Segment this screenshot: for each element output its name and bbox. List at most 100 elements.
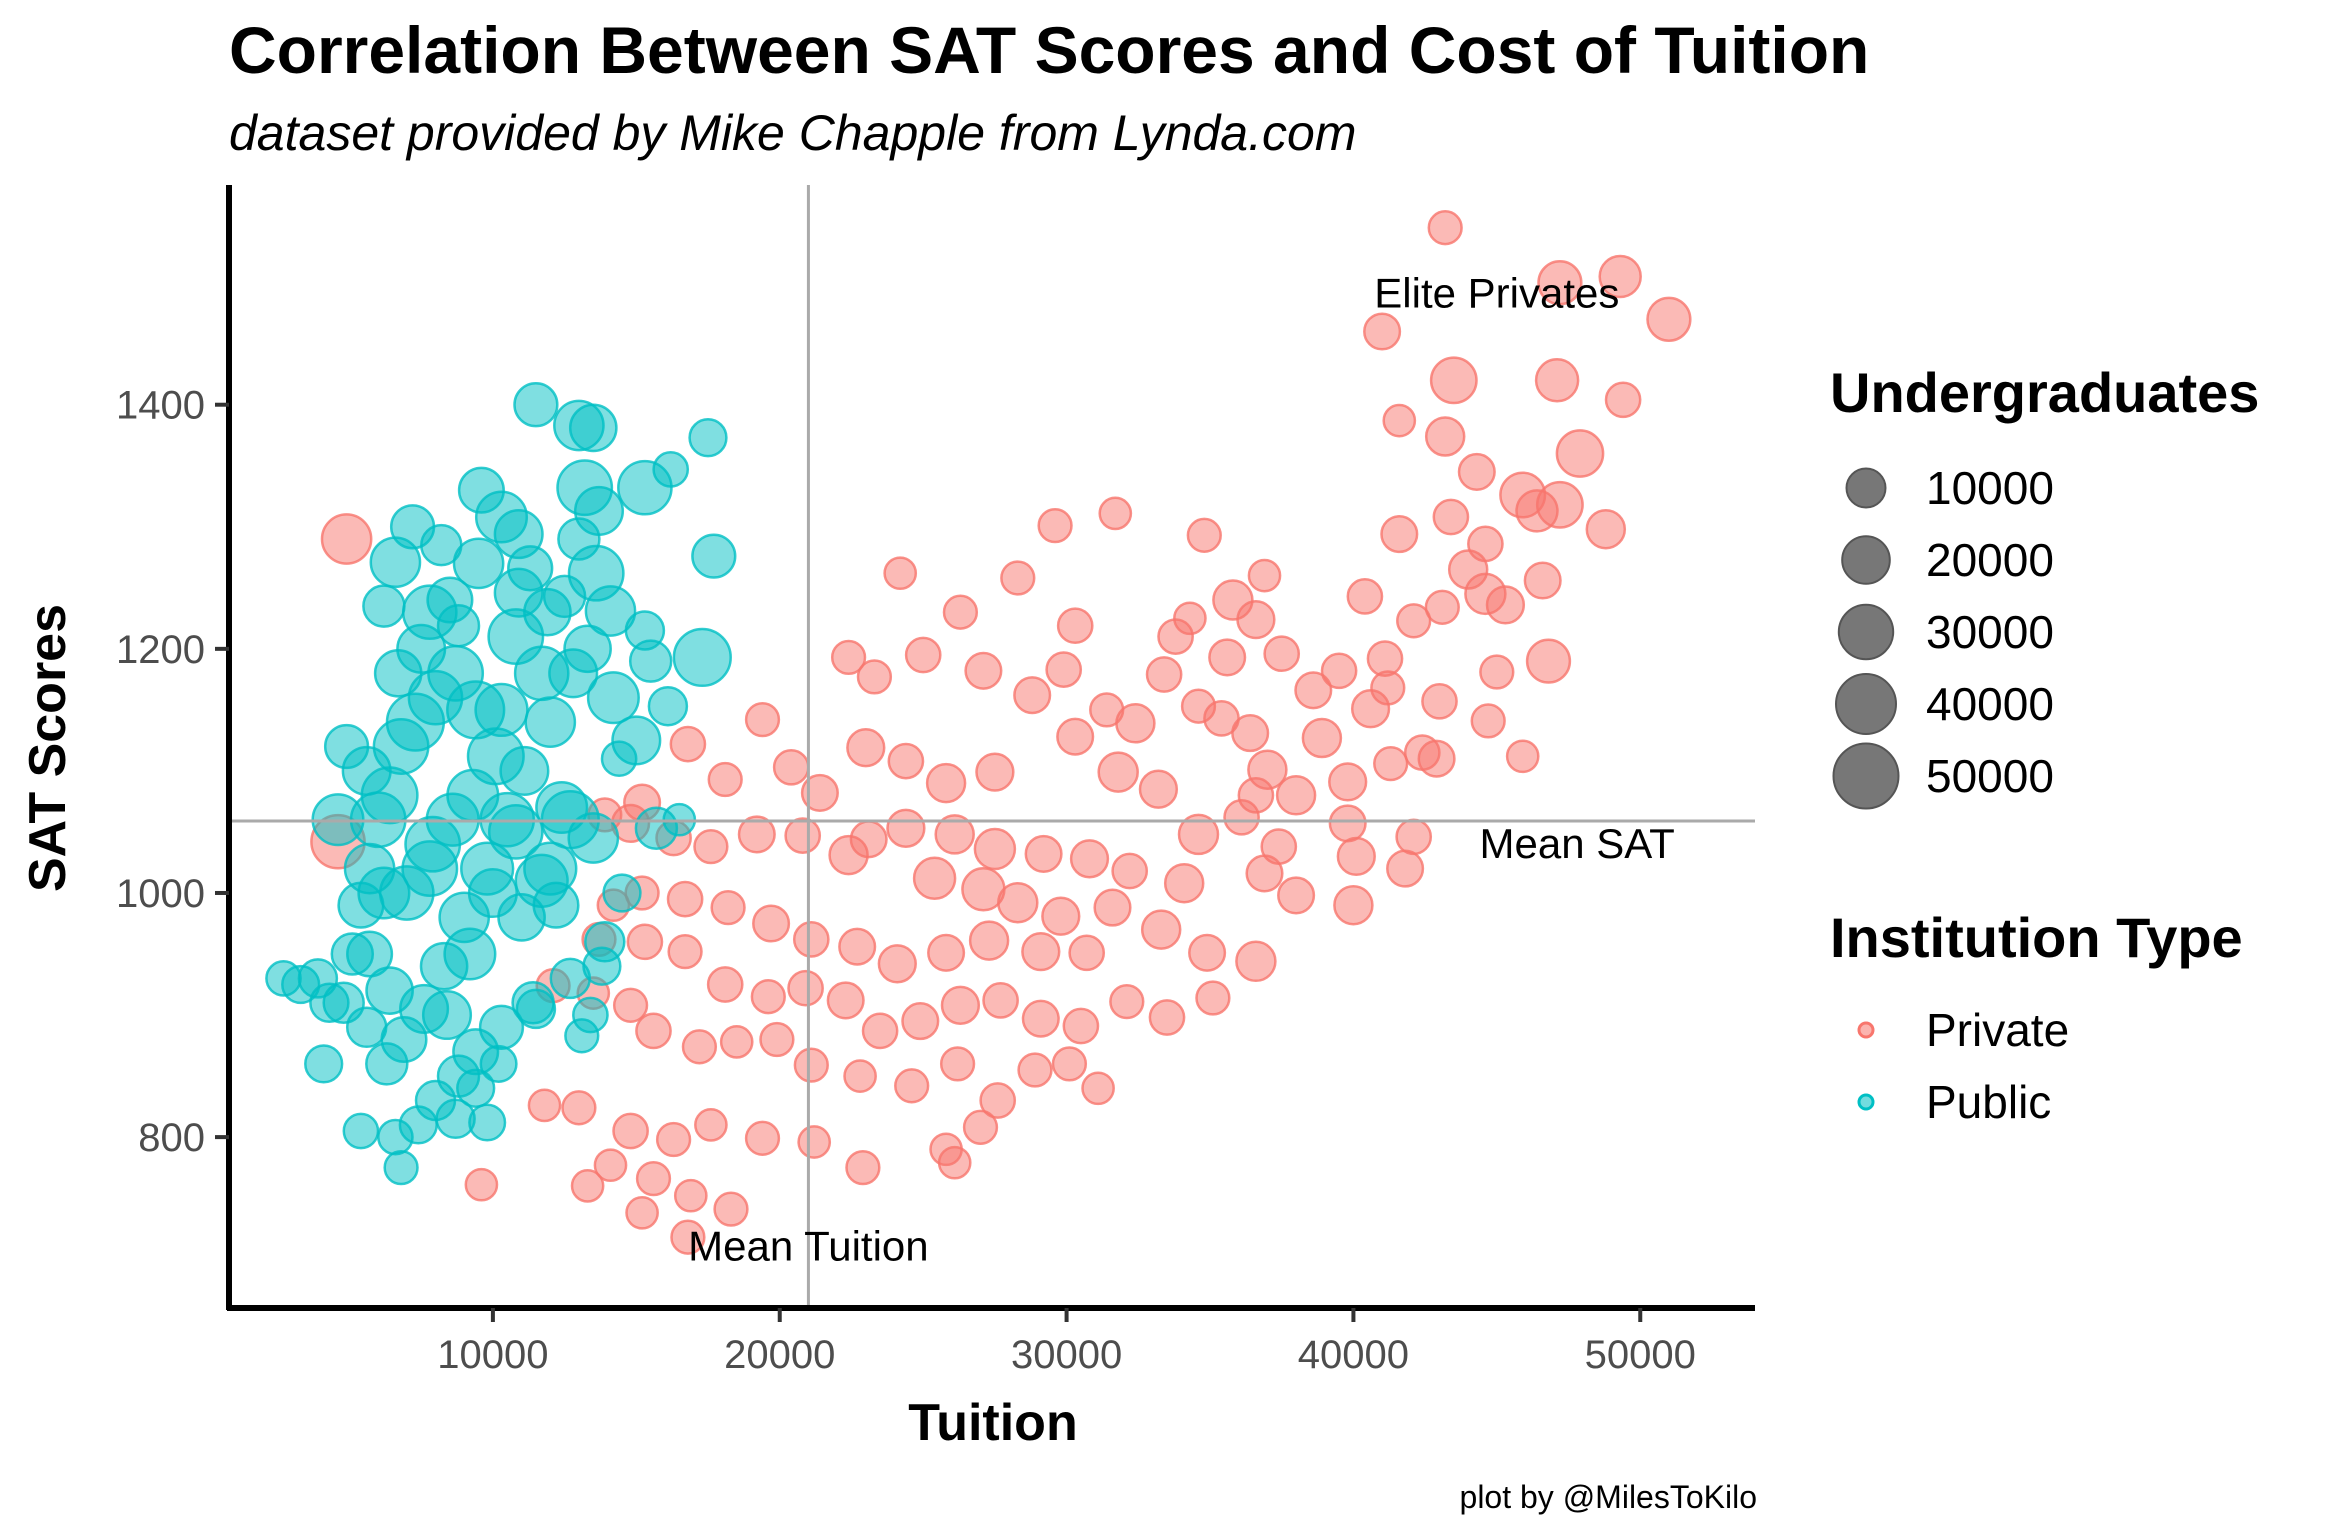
data-point	[655, 1121, 692, 1158]
data-point	[345, 1006, 388, 1049]
data-point	[894, 1068, 930, 1104]
data-point	[925, 762, 967, 804]
y-tick-label: 1400	[116, 384, 205, 428]
data-point	[1235, 940, 1277, 983]
data-point	[1000, 560, 1036, 596]
data-point	[593, 1148, 628, 1183]
data-point	[838, 927, 877, 966]
data-point	[452, 537, 505, 590]
data-point	[474, 682, 529, 738]
data-point	[1068, 934, 1106, 972]
data-point	[942, 594, 979, 630]
legend: Undergraduates 10000 20000 30000 40000 50000…	[1830, 361, 2259, 1128]
data-point	[570, 1169, 605, 1203]
data-point	[713, 1191, 749, 1227]
annotation-label: Elite Privates	[1374, 269, 1619, 316]
data-point	[693, 828, 729, 865]
y-tick-label: 1000	[116, 872, 205, 916]
data-point	[669, 725, 707, 763]
data-point	[479, 1044, 518, 1083]
data-point	[828, 834, 869, 876]
data-point	[1186, 517, 1222, 553]
data-point	[1188, 933, 1227, 972]
data-point	[524, 696, 577, 748]
data-point	[515, 988, 557, 1030]
data-point	[1363, 312, 1402, 351]
data-point	[1537, 260, 1583, 306]
data-point	[421, 989, 473, 1041]
series-public	[265, 382, 737, 1186]
data-point	[707, 761, 743, 798]
data-point	[1021, 999, 1060, 1038]
data-point	[670, 1219, 706, 1255]
annotations: Elite Privates Mean SAT Mean Tuition	[688, 269, 1675, 1269]
data-point	[1098, 496, 1133, 531]
data-point	[523, 587, 572, 637]
data-point	[927, 933, 966, 972]
data-point	[887, 742, 925, 780]
size-legend-label: 30000	[1926, 606, 2054, 658]
data-point	[513, 645, 570, 702]
data-point	[877, 944, 917, 984]
data-point	[883, 556, 918, 591]
x-tick-label: 20000	[724, 1333, 835, 1377]
data-point	[513, 382, 559, 428]
data-point	[846, 728, 886, 768]
data-point	[1041, 896, 1081, 936]
data-point	[912, 856, 957, 901]
data-point	[1396, 603, 1432, 639]
data-point	[1424, 589, 1460, 625]
reference-lines	[229, 185, 1755, 1308]
data-point	[1346, 578, 1384, 615]
data-point	[1333, 884, 1374, 926]
data-point	[549, 957, 592, 1000]
data-point	[1247, 558, 1282, 593]
data-point	[563, 624, 612, 674]
data-point	[1350, 689, 1391, 729]
color-legend-label: Public	[1926, 1076, 2051, 1128]
data-point	[523, 841, 578, 896]
data-point	[1069, 839, 1110, 879]
data-point	[435, 1098, 476, 1140]
data-point	[446, 768, 500, 822]
data-point	[1505, 739, 1540, 774]
data-point	[737, 815, 776, 854]
data-point	[979, 1082, 1017, 1119]
y-tick-label: 800	[138, 1116, 205, 1160]
size-legend-key	[1845, 467, 1887, 509]
data-point	[934, 814, 975, 855]
data-point	[389, 504, 436, 550]
data-point	[1163, 862, 1205, 904]
data-point	[265, 960, 302, 997]
data-point	[1140, 909, 1182, 950]
y-tick-label: 1200	[116, 628, 205, 672]
data-point	[1534, 358, 1580, 403]
data-point	[1424, 416, 1466, 457]
data-point	[456, 1068, 496, 1108]
data-point	[752, 904, 791, 943]
data-point	[672, 627, 732, 688]
data-point	[1447, 549, 1489, 590]
data-point	[667, 933, 703, 970]
size-legend-key	[1837, 603, 1895, 661]
data-point	[744, 1120, 781, 1156]
data-point	[346, 930, 394, 978]
chart-subtitle: dataset provided by Mike Chapple from Ly…	[229, 105, 1356, 161]
data-point	[1109, 983, 1145, 1020]
data-point	[1457, 452, 1496, 491]
data-point	[744, 701, 781, 738]
data-point	[561, 1090, 597, 1126]
data-point	[856, 659, 893, 695]
x-tick-label: 50000	[1585, 1333, 1696, 1377]
data-point	[1328, 762, 1368, 802]
data-point	[1336, 836, 1376, 877]
x-tick-label: 30000	[1011, 1333, 1122, 1377]
data-point	[706, 966, 744, 1003]
data-point	[982, 982, 1019, 1019]
data-point	[937, 1145, 972, 1180]
data-point	[499, 745, 550, 796]
data-point	[845, 1149, 881, 1186]
data-point	[830, 639, 867, 676]
data-point	[1277, 876, 1316, 915]
